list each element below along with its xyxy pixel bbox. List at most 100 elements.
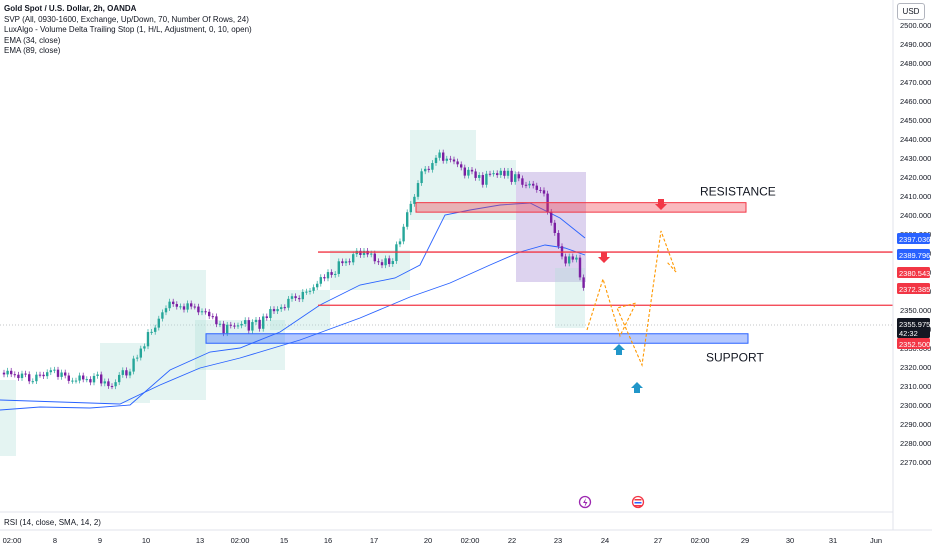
candle-body bbox=[290, 296, 294, 299]
candle-body bbox=[89, 379, 92, 383]
candle-body bbox=[431, 163, 434, 170]
ema-lines bbox=[0, 202, 586, 411]
candle-body bbox=[31, 381, 34, 383]
candle-body bbox=[460, 164, 463, 168]
candle-body bbox=[499, 170, 502, 176]
candle-body bbox=[575, 257, 578, 260]
candle-body bbox=[532, 183, 535, 186]
candle-body bbox=[330, 272, 333, 275]
x-tick-label: 22 bbox=[508, 536, 516, 545]
time-axis[interactable]: 02:00 8 9 10 13 02:00 15 16 17 20 02:00 22 23 24 27 02:… bbox=[3, 536, 882, 545]
zone-rect[interactable] bbox=[415, 202, 747, 213]
candle-body bbox=[247, 320, 250, 331]
candle-body bbox=[197, 306, 200, 313]
indicator-ema-34[interactable]: EMA (34, close) bbox=[4, 35, 61, 45]
x-tick-label: 10 bbox=[142, 536, 150, 545]
candle-body bbox=[456, 161, 459, 165]
candle-body bbox=[20, 373, 24, 379]
candle-body bbox=[92, 375, 96, 383]
x-tick-label: 30 bbox=[786, 536, 794, 545]
candle-body bbox=[254, 319, 258, 323]
candle-body bbox=[229, 324, 232, 326]
x-tick-label: 9 bbox=[98, 536, 102, 545]
indicator-luxalgo[interactable]: LuxAlgo - Volume Delta Trailing Stop (1,… bbox=[4, 25, 252, 34]
candle-body bbox=[280, 307, 283, 310]
price-tag-box bbox=[897, 233, 930, 244]
candle-body bbox=[222, 323, 225, 334]
x-tick-label: 27 bbox=[654, 536, 662, 545]
arrow-up-icon bbox=[613, 344, 625, 355]
candle-body bbox=[85, 379, 88, 381]
symbol-title[interactable]: Gold Spot / U.S. Dollar, 2h, OANDA bbox=[4, 4, 137, 13]
y-tick-label: 2300.000 bbox=[900, 401, 931, 410]
candle-body bbox=[125, 370, 128, 376]
y-tick-label: 2410.000 bbox=[900, 192, 931, 201]
candle-body bbox=[251, 322, 254, 331]
candle-body bbox=[128, 371, 132, 376]
candle-body bbox=[157, 318, 160, 328]
candle-body bbox=[402, 226, 405, 242]
candle-body bbox=[341, 261, 344, 264]
candle-body bbox=[370, 253, 373, 255]
price-tag-label: 2372.385 bbox=[899, 285, 930, 294]
candle-body bbox=[13, 374, 16, 376]
price-tag-box bbox=[897, 338, 930, 349]
currency-button[interactable]: USD bbox=[897, 3, 925, 20]
candle-body bbox=[420, 171, 423, 184]
candle-body bbox=[568, 256, 571, 264]
x-tick-label: 02:00 bbox=[231, 536, 250, 545]
candle-body bbox=[283, 307, 286, 309]
candle-body bbox=[564, 256, 567, 264]
candle-body bbox=[496, 173, 499, 176]
price-tag-box bbox=[897, 267, 930, 278]
candle-body bbox=[413, 196, 416, 204]
candle-body bbox=[348, 261, 351, 263]
candle-body bbox=[388, 258, 391, 265]
volume-profile-box bbox=[270, 290, 330, 330]
candle-body bbox=[503, 170, 506, 176]
candle-body bbox=[272, 309, 276, 312]
candle-body bbox=[434, 157, 438, 164]
candle-body bbox=[553, 222, 556, 233]
candle-body bbox=[377, 261, 380, 263]
candle-body bbox=[226, 324, 229, 334]
y-tick-label: 2460.000 bbox=[900, 97, 931, 106]
candle-body bbox=[46, 372, 49, 377]
x-tick-label: 20 bbox=[424, 536, 432, 545]
candle-body bbox=[510, 170, 513, 182]
candle-body bbox=[326, 272, 330, 279]
x-tick-label: 16 bbox=[324, 536, 332, 545]
candle-body bbox=[424, 168, 427, 172]
rsi-indicator-label[interactable]: RSI (14, close, SMA, 14, 2) bbox=[4, 518, 101, 527]
candle-body bbox=[488, 173, 492, 175]
candle-body bbox=[384, 258, 387, 266]
candle-body bbox=[305, 291, 308, 293]
zone-rect[interactable] bbox=[205, 333, 749, 344]
candle-body bbox=[416, 183, 420, 197]
candle-body bbox=[161, 312, 164, 319]
candle-body bbox=[103, 381, 106, 384]
volume-profile-box bbox=[330, 250, 410, 290]
candle-body bbox=[215, 316, 218, 325]
candle-body bbox=[154, 327, 157, 332]
indicator-ema-89[interactable]: EMA (89, close) bbox=[4, 46, 61, 55]
candle-body bbox=[35, 374, 38, 382]
candle-body bbox=[146, 332, 150, 347]
candle-body bbox=[132, 358, 135, 372]
candle-body bbox=[409, 203, 412, 213]
candle-body bbox=[449, 158, 452, 160]
candle-body bbox=[100, 374, 103, 384]
candle-body bbox=[463, 167, 466, 176]
candle-body bbox=[67, 375, 70, 381]
price-tags: 2397.036 2389.796 2380.543 2372.385 2355.975… bbox=[897, 233, 930, 349]
candle-body bbox=[204, 311, 207, 313]
y-tick-label: 2310.000 bbox=[900, 382, 931, 391]
zone-label: SUPPORT bbox=[706, 350, 764, 364]
indicator-svp[interactable]: SVP (All, 0930-1600, Exchange, Up/Down, … bbox=[4, 14, 249, 24]
candle-body bbox=[64, 372, 67, 376]
candle-body bbox=[481, 175, 484, 185]
price-tag-box bbox=[897, 249, 930, 260]
candle-body bbox=[276, 309, 279, 312]
candle-body bbox=[269, 309, 272, 318]
